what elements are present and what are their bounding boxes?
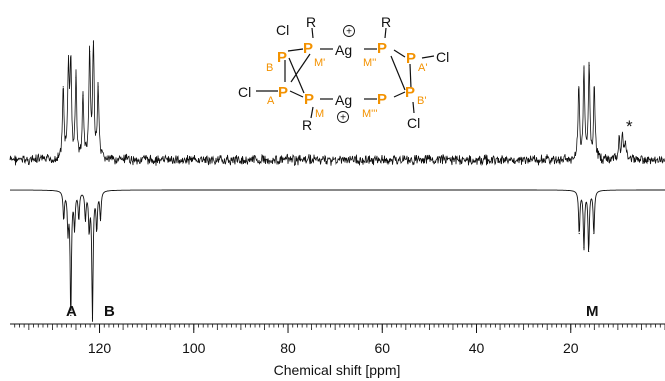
label-b-prime: B' (417, 95, 426, 107)
phosphorus-m-triple-prime: P (377, 91, 387, 108)
phosphorus-m-double-prime: P (377, 40, 387, 57)
experimental-peak-10 (588, 65, 590, 67)
simulated-peak-0 (63, 217, 65, 219)
x-tick-label: 60 (374, 340, 390, 356)
phosphorus-a: P (278, 84, 288, 101)
simulated-peak-6 (88, 227, 90, 229)
r-group-top-left: R (306, 14, 316, 30)
peak-label-m: M (586, 303, 599, 320)
label-m-double-prime: M'' (363, 57, 376, 69)
simulated-peak-12 (588, 250, 590, 253)
structure-bonds (256, 27, 435, 119)
molecular-structure: P P P P P P P P B M' M'' A' A M M''' B' … (238, 14, 449, 133)
chlorine-top-left: Cl (276, 22, 289, 38)
silver-bottom: Ag (335, 92, 352, 108)
simulated-peak-7 (91, 317, 94, 319)
experimental-peak-14 (624, 140, 627, 142)
simulated-trace (10, 189, 665, 322)
charge-sign-bottom: + (340, 113, 346, 124)
label-m-triple-prime: M''' (362, 108, 377, 120)
experimental-peak-12 (618, 138, 620, 140)
peak-label-b: B (104, 303, 115, 320)
impurity-marker: * (626, 117, 633, 136)
peak-label-a: A (66, 303, 77, 320)
r-group-top-right: R (381, 14, 391, 30)
phosphorus-a-prime: P (406, 50, 416, 67)
experimental-peak-11 (593, 86, 595, 88)
simulated-peak-11 (583, 247, 585, 249)
chlorine-left: Cl (238, 84, 251, 100)
label-a-prime: A' (418, 62, 427, 74)
simulated-peak-8 (96, 227, 98, 229)
charge-circle-bottom (337, 111, 349, 123)
experimental-peak-0 (62, 86, 64, 88)
simulated-peak-3 (73, 225, 76, 227)
simulated-peak-4 (78, 217, 80, 219)
label-b: B (266, 62, 273, 74)
simulated-spectrum (10, 189, 665, 322)
experimental-peak-3 (75, 76, 77, 78)
x-tick-label: 20 (563, 340, 579, 356)
label-m: M (315, 108, 324, 120)
experimental-peak-5 (89, 50, 91, 53)
experimental-spectrum (9, 40, 665, 167)
simulated-peak-9 (99, 217, 102, 219)
x-tick-label: 80 (280, 340, 296, 356)
phosphorus-m: P (304, 91, 314, 108)
charge-sign-top: + (346, 27, 352, 38)
simulated-peak-2 (70, 314, 72, 317)
r-group-bottom-left: R (302, 117, 312, 133)
simulated-peaks (63, 217, 595, 319)
chlorine-bottom-right: Cl (407, 115, 420, 131)
label-m-prime: M' (314, 57, 325, 69)
charge-circle-top (343, 25, 355, 37)
experimental-peak-8 (578, 86, 580, 88)
experimental-peak-2 (70, 62, 72, 64)
x-tick-label: 40 (469, 340, 485, 356)
x-axis-tick-labels: 120 100 80 60 40 20 (88, 340, 579, 356)
experimental-peak-9 (583, 67, 585, 69)
chlorine-right: Cl (436, 49, 449, 65)
phosphorus-m-prime: P (303, 40, 313, 57)
simulated-peak-10 (578, 232, 580, 235)
simulated-peak-13 (593, 232, 595, 235)
x-axis-title: Chemical shift [ppm] (274, 362, 401, 378)
label-a: A (267, 95, 275, 107)
experimental-peaks (62, 41, 627, 142)
simulated-peak-1 (67, 227, 69, 229)
experimental-peak-7 (97, 86, 99, 88)
silver-top: Ag (335, 42, 352, 58)
x-tick-label: 120 (88, 340, 112, 356)
x-axis: 120 100 80 60 40 20 (10, 323, 665, 356)
x-tick-label: 100 (182, 340, 206, 356)
simulated-peak-5 (84, 217, 86, 219)
experimental-peak-13 (621, 133, 624, 135)
x-axis-minor-ticks (14, 324, 665, 330)
x-axis-major-ticks (99, 324, 572, 333)
phosphorus-b: P (277, 49, 287, 66)
experimental-peak-6 (92, 41, 95, 43)
phosphorus-b-prime: P (405, 84, 415, 101)
experimental-peak-4 (82, 94, 84, 96)
experimental-peak-1 (67, 67, 70, 69)
experimental-trace (9, 40, 665, 167)
